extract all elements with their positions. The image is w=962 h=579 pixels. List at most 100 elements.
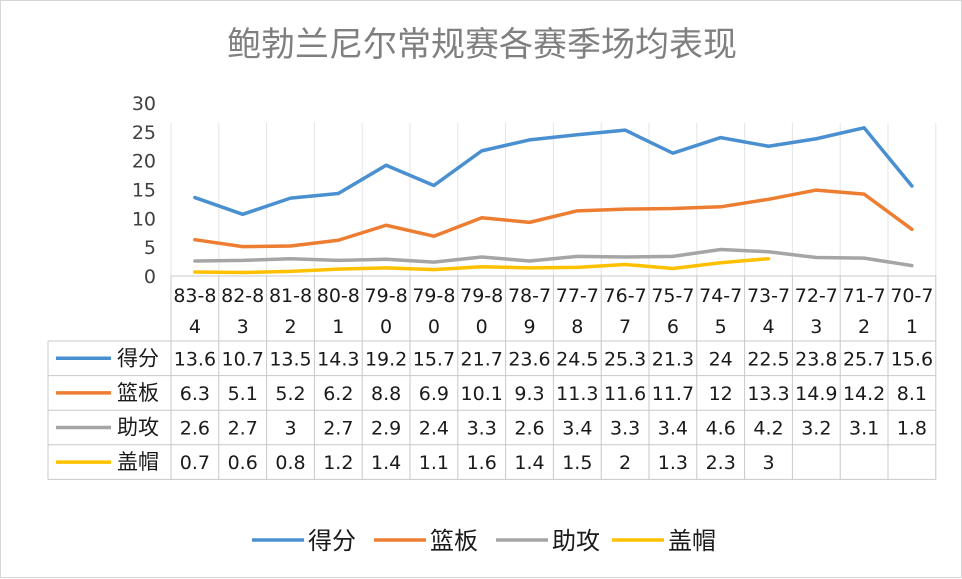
- table-cell-value: 2.7: [323, 418, 353, 440]
- x-category-label: 71-7: [843, 285, 886, 307]
- table-cell-value: 0.8: [275, 452, 305, 474]
- x-category-label: 7: [619, 316, 631, 338]
- x-category-label: 78-7: [508, 285, 551, 307]
- table-cell-value: 19.2: [365, 348, 407, 370]
- table-cell-value: 1.5: [562, 452, 592, 474]
- table-cell-value: 11.6: [604, 383, 646, 405]
- y-tick-label: 10: [132, 208, 156, 230]
- table-cell-value: 2.3: [706, 452, 736, 474]
- table-cell-value: 2.6: [514, 418, 544, 440]
- table-cell-value: 12: [709, 383, 733, 405]
- table-cell-value: 11.3: [556, 383, 598, 405]
- x-category-label: 77-7: [556, 285, 599, 307]
- table-cell-value: 0.6: [228, 452, 258, 474]
- legend-label: 助攻: [552, 527, 600, 555]
- x-category-label: 0: [428, 316, 440, 338]
- legend-label: 篮板: [430, 527, 478, 555]
- table-cell-value: 23.8: [795, 348, 837, 370]
- y-tick-label: 20: [132, 151, 156, 173]
- x-category-label: 0: [476, 316, 488, 338]
- table-cell-value: 11.7: [652, 383, 694, 405]
- table-cell-value: 3.2: [801, 418, 831, 440]
- table-cell-value: 14.3: [317, 348, 359, 370]
- table-cell-value: 2.9: [371, 418, 401, 440]
- table-cell-value: 10.7: [222, 348, 264, 370]
- x-category-label: 9: [523, 316, 535, 338]
- table-cell-value: 1.8: [897, 418, 927, 440]
- table-cell-value: 25.7: [843, 348, 885, 370]
- y-tick-label: 15: [132, 180, 156, 202]
- x-category-label: 79-8: [412, 285, 455, 307]
- legend-label: 得分: [308, 527, 356, 555]
- x-category-label: 3: [810, 316, 822, 338]
- series-line-2: [193, 247, 914, 268]
- table-cell-value: 1.2: [323, 452, 353, 474]
- table-cell-value: 2: [619, 452, 631, 474]
- x-category-label: 72-7: [795, 285, 838, 307]
- table-cell-value: 1.4: [514, 452, 544, 474]
- table-cell-value: 5.2: [275, 383, 305, 405]
- x-category-label: 2: [858, 316, 870, 338]
- y-tick-label: 5: [144, 237, 156, 259]
- chart-title: 鲍勃兰尼尔常规赛各赛季场均表现: [227, 25, 737, 65]
- x-category-label: 76-7: [604, 285, 647, 307]
- x-category-label: 2: [284, 316, 296, 338]
- table-cell-value: 14.2: [843, 383, 885, 405]
- table-cell-value: 9.3: [514, 383, 544, 405]
- x-category-label: 80-8: [317, 285, 360, 307]
- table-cell-value: 4.2: [753, 418, 783, 440]
- table-cell-value: 6.9: [419, 383, 449, 405]
- x-category-label: 0: [380, 316, 392, 338]
- table-row-label: 得分: [117, 346, 159, 370]
- table-cell-value: 24.5: [556, 348, 598, 370]
- y-tick-label: 0: [144, 266, 156, 288]
- table-cell-value: 22.5: [747, 348, 789, 370]
- x-category-label: 6: [667, 316, 679, 338]
- table-cell-value: 24: [709, 348, 733, 370]
- table-row-label: 助攻: [117, 416, 159, 440]
- table-cell-value: 3.4: [562, 418, 592, 440]
- table-cell-value: 0.7: [180, 452, 210, 474]
- x-category-label: 81-8: [269, 285, 312, 307]
- table-cell-value: 8.1: [897, 383, 927, 405]
- x-category-label: 83-8: [173, 285, 216, 307]
- x-category-label: 3: [237, 316, 249, 338]
- table-cell-value: 13.3: [747, 383, 789, 405]
- table-cell-value: 21.7: [461, 348, 503, 370]
- table-cell-value: 1.6: [467, 452, 497, 474]
- series-line-0: [193, 126, 914, 217]
- table-cell-value: 2.4: [419, 418, 449, 440]
- table-cell-value: 4.6: [706, 418, 736, 440]
- table-cell-value: 3.4: [658, 418, 688, 440]
- table-cell-value: 3.3: [467, 418, 497, 440]
- x-category-label: 1: [906, 316, 918, 338]
- table-cell-value: 6.2: [323, 383, 353, 405]
- x-category-label: 79-8: [460, 285, 503, 307]
- table-cell-value: 14.9: [795, 383, 837, 405]
- table-cell-value: 23.6: [508, 348, 550, 370]
- table-cell-value: 6.3: [180, 383, 210, 405]
- table-cell-value: 3: [762, 452, 774, 474]
- table-cell-value: 8.8: [371, 383, 401, 405]
- x-category-label: 1: [332, 316, 344, 338]
- x-category-label: 4: [762, 316, 774, 338]
- table-cell-value: 3.1: [849, 418, 879, 440]
- series-line-3: [193, 256, 771, 275]
- table-cell-value: 15.6: [891, 348, 933, 370]
- series-line-1: [193, 188, 914, 249]
- y-tick-label: 25: [132, 122, 156, 144]
- table-cell-value: 13.6: [174, 348, 216, 370]
- table-cell-value: 3.3: [610, 418, 640, 440]
- x-category-label: 73-7: [747, 285, 790, 307]
- x-category-label: 75-7: [651, 285, 694, 307]
- y-tick-label: 30: [132, 93, 156, 115]
- table-row-label: 篮板: [117, 381, 159, 405]
- table-row-label: 盖帽: [117, 450, 159, 474]
- x-category-label: 82-8: [221, 285, 264, 307]
- table-cell-value: 2.7: [228, 418, 258, 440]
- table-cell-value: 1.4: [371, 452, 401, 474]
- table-cell-value: 1.1: [419, 452, 449, 474]
- legend-label: 盖帽: [668, 527, 716, 555]
- table-cell-value: 15.7: [413, 348, 455, 370]
